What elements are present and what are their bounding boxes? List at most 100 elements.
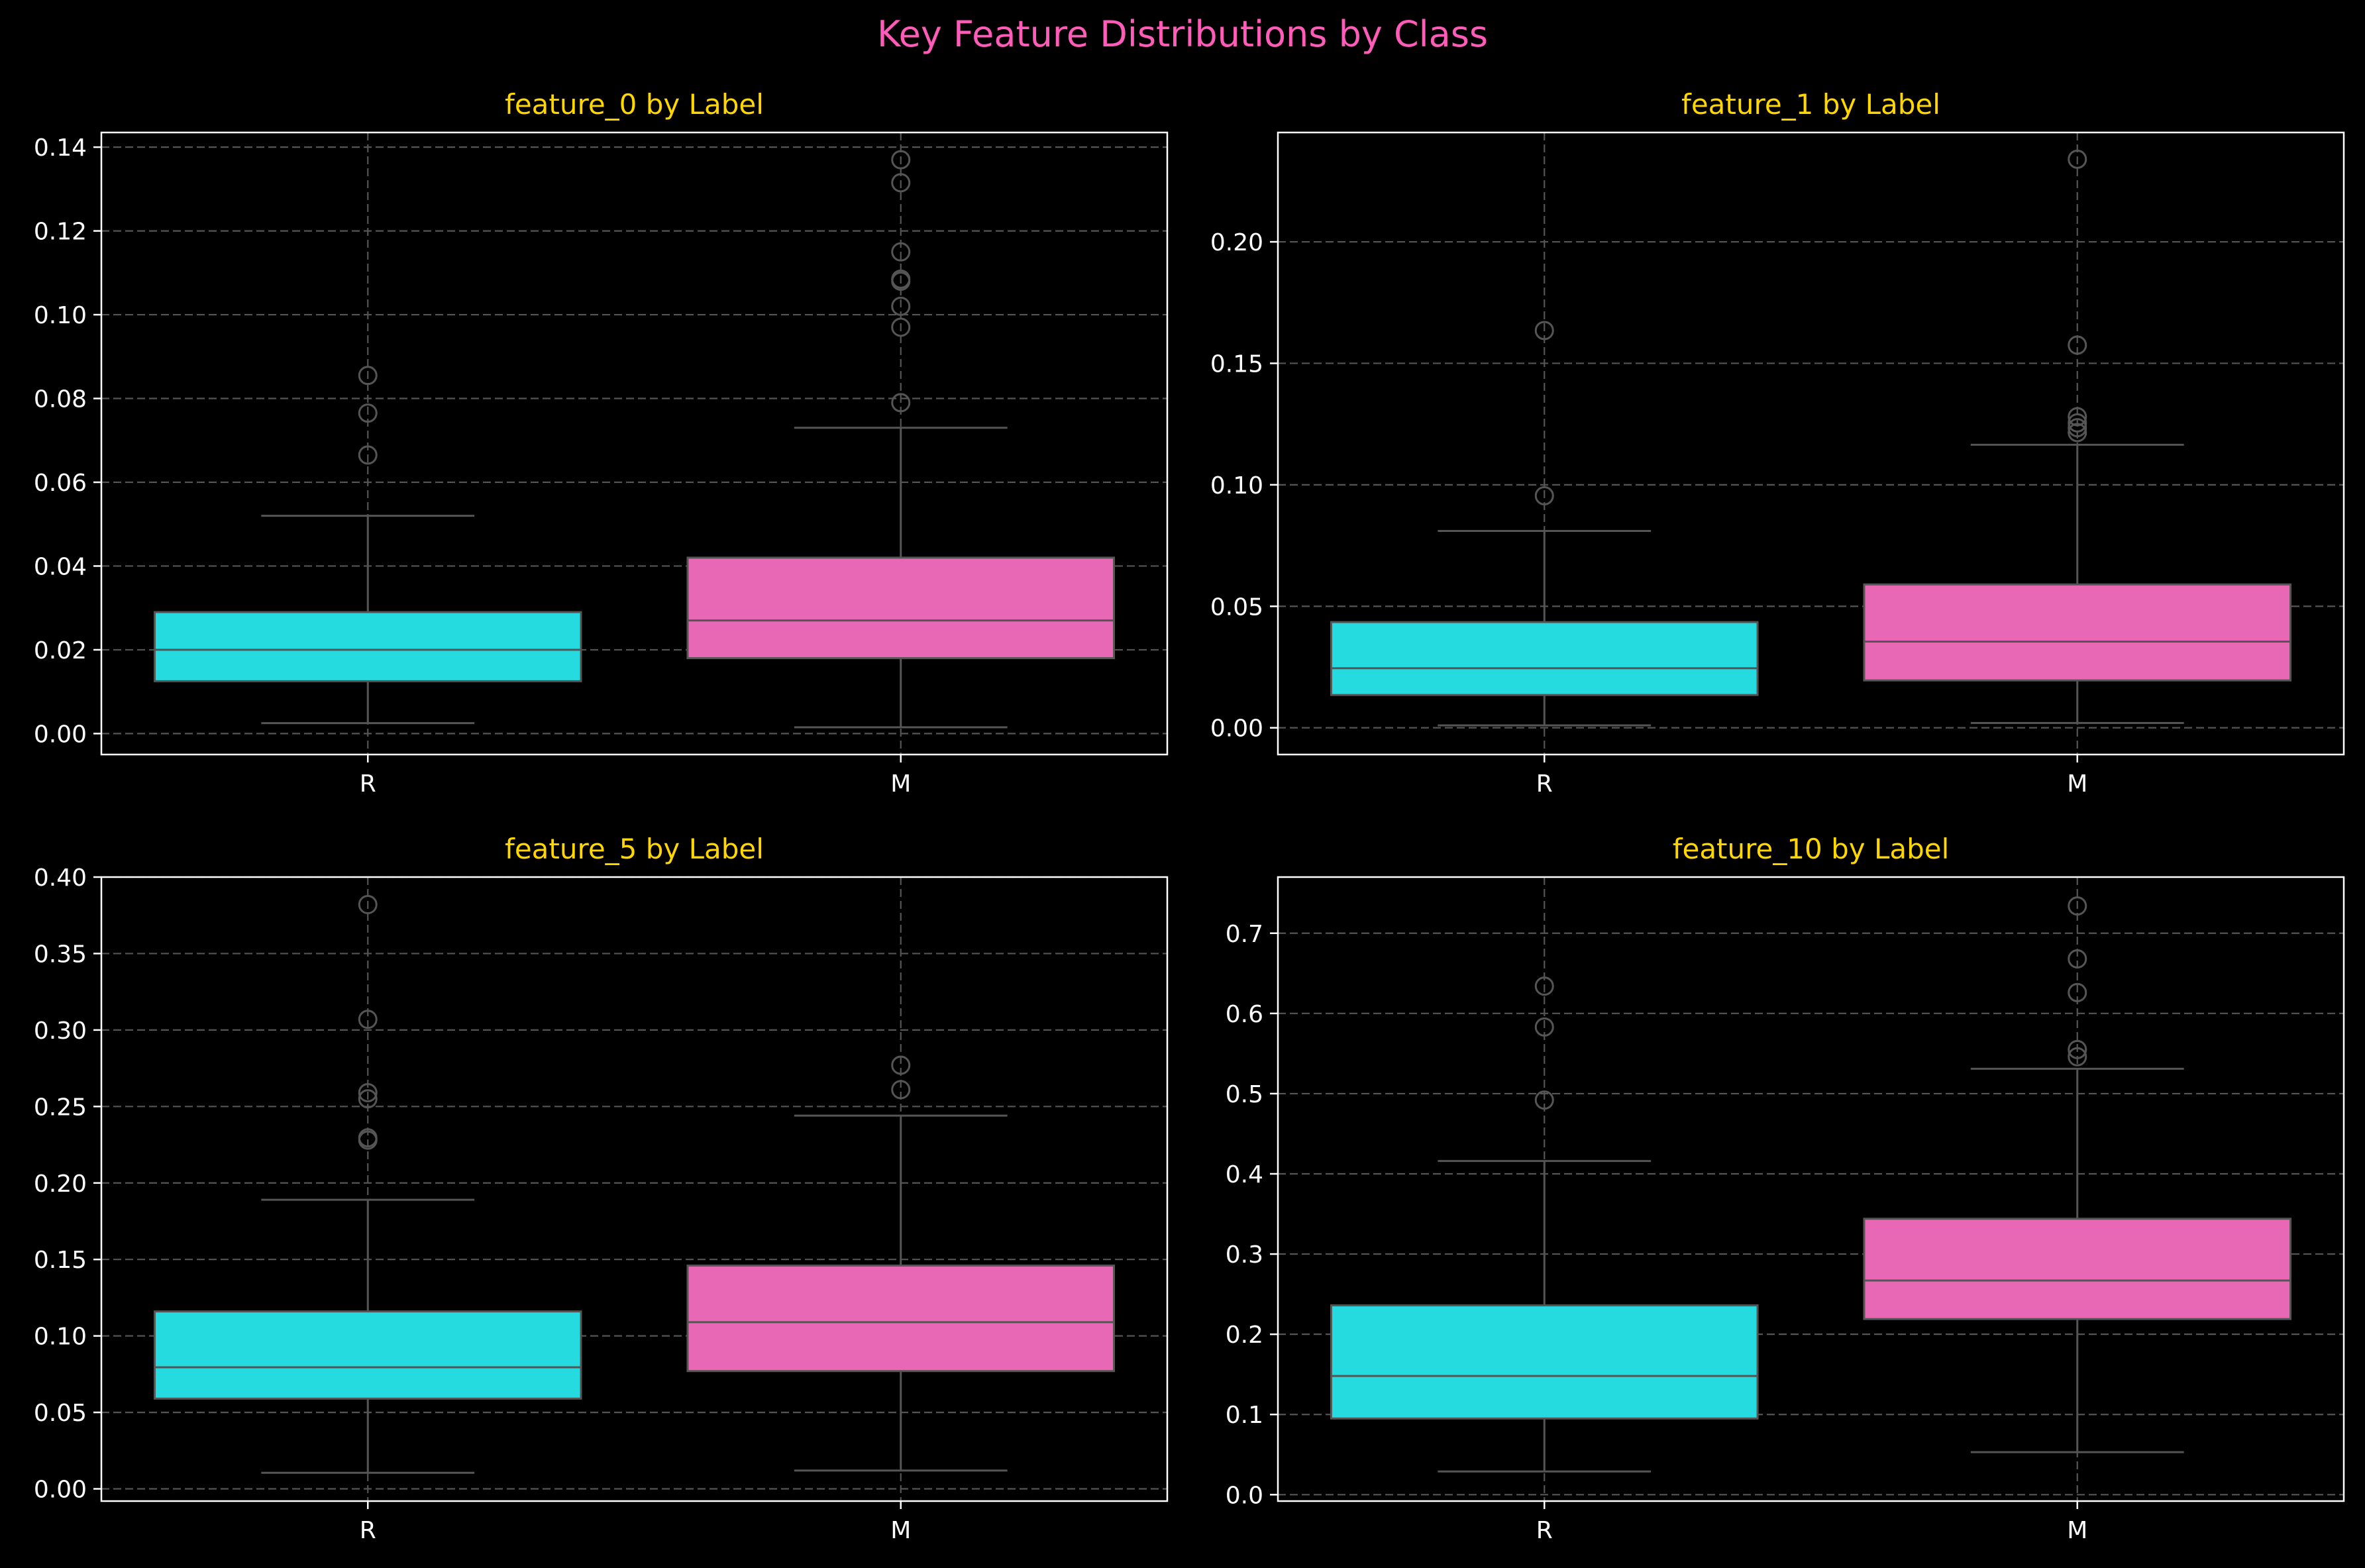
y-tick-label: 0.06: [34, 470, 87, 497]
y-tick-label: 0.10: [34, 302, 87, 329]
outlier-point: [2068, 896, 2087, 916]
y-tick-label: 0.1: [1226, 1402, 1263, 1429]
outlier-point: [358, 366, 378, 386]
subplot-grid: feature_0 by Label 0.00 0.02 0.04 0.06 0.08 0.…: [34, 88, 2345, 1544]
outlier-point: [2068, 413, 2087, 433]
outlier-point: [891, 1080, 911, 1100]
y-tick-label: 0.08: [34, 386, 87, 413]
y-tick-label: 0.05: [1210, 594, 1263, 621]
y-tick-label: 0.05: [34, 1400, 87, 1427]
box-body: [153, 1310, 582, 1400]
subplot-title: feature_10 by Label: [1673, 833, 1950, 865]
y-tick-label: 0.00: [34, 1477, 87, 1504]
y-tick-label: 0.35: [34, 941, 87, 968]
outlier-point: [891, 269, 911, 289]
y-tick-label: 0.12: [34, 219, 87, 246]
subplot-4: feature_10 by Label 0.0 0.1 0.2 0.3 0.4 0.5 0.6…: [1226, 833, 2345, 1544]
box-R: [153, 895, 582, 1474]
box-body: [1330, 621, 1759, 696]
box-body: [153, 611, 582, 682]
y-tick-label: 0.6: [1226, 1001, 1263, 1028]
outlier-point: [2068, 949, 2087, 969]
outlier-point: [891, 317, 911, 337]
x-tick-label: M: [890, 1517, 911, 1544]
outlier-point: [2068, 407, 2087, 427]
subplot-1: feature_0 by Label 0.00 0.02 0.04 0.06 0.08 0.…: [34, 88, 1169, 798]
box-body: [1330, 1304, 1759, 1420]
y-tick-label: 0.00: [1210, 715, 1263, 743]
outlier-point: [891, 173, 911, 193]
subplot-2: feature_1 by Label 0.00 0.05 0.10 0.15 0.20 R M: [1210, 88, 2345, 798]
outlier-point: [1534, 321, 1554, 340]
y-tick-label: 0.00: [34, 721, 87, 748]
outlier-point: [1534, 1017, 1554, 1037]
y-tick-label: 0.0: [1226, 1482, 1263, 1509]
box-R: [1330, 976, 1759, 1473]
x-tick-label: R: [360, 1517, 376, 1544]
outlier-point: [891, 150, 911, 170]
y-tick-label: 0.3: [1226, 1241, 1263, 1269]
outlier-point: [2068, 418, 2087, 438]
outlier-point: [1534, 976, 1554, 996]
outlier-point: [358, 1128, 378, 1148]
axes-frame: [100, 131, 1169, 756]
y-tick-label: 0.14: [34, 134, 87, 162]
box-M: [686, 150, 1116, 729]
box-M: [686, 1055, 1116, 1472]
outlier-point: [358, 895, 378, 915]
outlier-point: [1534, 1090, 1554, 1110]
y-tick-label: 0.15: [34, 1247, 87, 1274]
y-tick-label: 0.20: [34, 1171, 87, 1198]
y-tick-label: 0.25: [34, 1094, 87, 1121]
y-tick-label: 0.7: [1226, 921, 1263, 948]
outlier-point: [891, 296, 911, 316]
outlier-point: [358, 445, 378, 465]
box-body: [1863, 1218, 2292, 1320]
box-body: [686, 556, 1116, 660]
outlier-point: [891, 393, 911, 413]
box-body: [1863, 583, 2292, 682]
outlier-point: [1534, 486, 1554, 505]
y-tick-label: 0.30: [34, 1018, 87, 1045]
y-tick-label: 0.2: [1226, 1322, 1263, 1349]
box-R: [1330, 321, 1759, 727]
y-tick-label: 0.40: [34, 864, 87, 892]
subplot-3: feature_5 by Label 0.00 0.05 0.10 0.15 0.20 0.…: [34, 833, 1169, 1544]
x-tick-label: R: [1536, 770, 1553, 798]
x-tick-label: R: [360, 770, 376, 798]
subplot-title: feature_1 by Label: [1681, 88, 1940, 121]
outlier-point: [358, 1083, 378, 1103]
subplot-title: feature_5 by Label: [505, 833, 764, 865]
y-tick-label: 0.20: [1210, 229, 1263, 256]
y-tick-label: 0.4: [1226, 1161, 1263, 1188]
y-tick-label: 0.04: [34, 553, 87, 580]
outlier-point: [2068, 982, 2087, 1002]
y-tick-label: 0.15: [1210, 350, 1263, 378]
x-tick-label: R: [1536, 1517, 1553, 1544]
outlier-point: [2068, 423, 2087, 443]
box-M: [1863, 896, 2292, 1453]
y-tick-label: 0.10: [34, 1324, 87, 1351]
y-tick-label: 0.02: [34, 637, 87, 664]
subplot-title: feature_0 by Label: [505, 88, 764, 121]
outlier-point: [2068, 335, 2087, 355]
x-tick-label: M: [2067, 770, 2087, 798]
outlier-point: [358, 1010, 378, 1029]
axes-frame: [1277, 131, 2345, 756]
axes-frame: [1277, 876, 2345, 1502]
outlier-point: [891, 242, 911, 262]
axes-frame: [100, 876, 1169, 1502]
outlier-point: [358, 403, 378, 423]
box-M: [1863, 149, 2292, 724]
outlier-point: [2068, 1047, 2087, 1067]
outlier-point: [358, 1089, 378, 1109]
box-body: [686, 1264, 1116, 1373]
y-tick-label: 0.10: [1210, 472, 1263, 499]
box-R: [153, 366, 582, 725]
outlier-point: [891, 1055, 911, 1075]
outlier-point: [2068, 149, 2087, 169]
y-tick-label: 0.5: [1226, 1081, 1263, 1108]
figure-title: Key Feature Distributions by Class: [877, 13, 1488, 55]
outlier-point: [2068, 1039, 2087, 1059]
